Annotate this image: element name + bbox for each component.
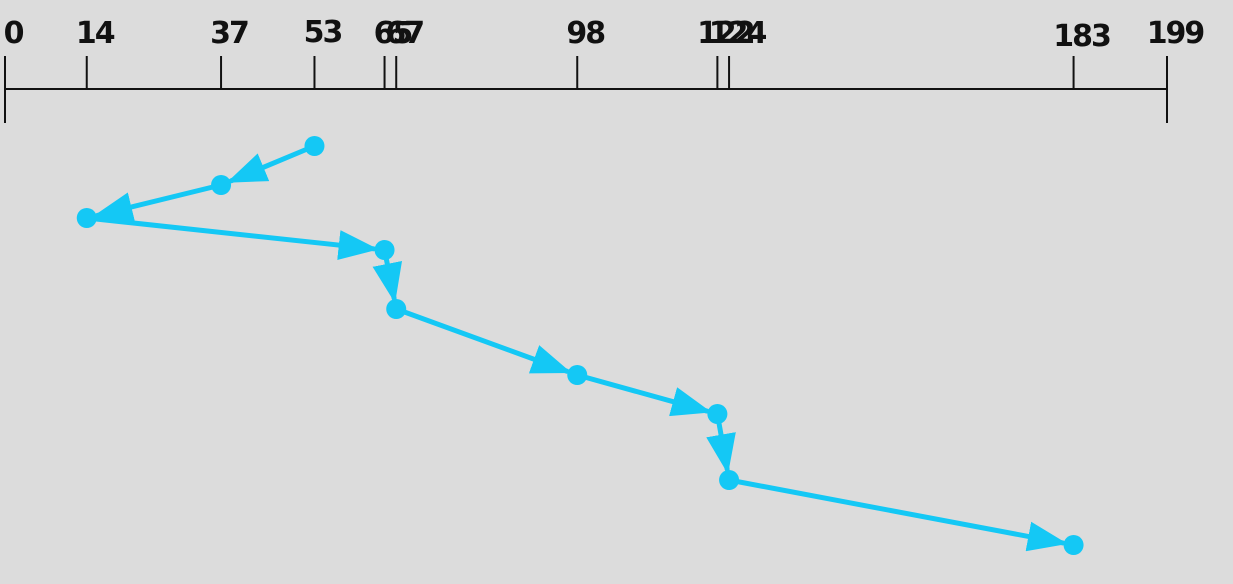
- seek-path: [84, 143, 1068, 552]
- seek-arrow-124-to-183: [726, 477, 1068, 552]
- request-point-98: [567, 365, 588, 385]
- tick-label-14: 14: [76, 16, 115, 51]
- tick-label-122: 122: [697, 16, 754, 51]
- tick-label-37: 37: [210, 16, 248, 51]
- request-point-14: [76, 208, 97, 228]
- request-point-53: [304, 136, 325, 156]
- tick-label-53: 53: [304, 15, 342, 50]
- request-points: [76, 136, 1084, 555]
- request-point-67: [386, 299, 407, 319]
- request-point-122: [707, 404, 728, 424]
- tick-label-199: 199: [1147, 16, 1204, 51]
- tick-label-124: 124: [709, 16, 767, 51]
- request-point-65: [374, 240, 395, 260]
- seek-arrow-37-to-14: [92, 182, 224, 222]
- request-point-183: [1063, 535, 1084, 555]
- tick-label-183: 183: [1053, 19, 1110, 54]
- tick-label-0: 0: [4, 16, 24, 51]
- tick-label-65: 65: [374, 16, 412, 51]
- request-point-124: [719, 470, 740, 490]
- seek-arrow-53-to-37: [226, 143, 317, 184]
- seek-arrow-98-to-122: [574, 372, 712, 417]
- tick-label-98: 98: [566, 16, 605, 51]
- seek-arrow-14-to-65: [84, 215, 379, 260]
- request-point-37: [211, 175, 232, 195]
- tick-label-67: 67: [385, 16, 423, 51]
- seek-arrow-67-to-98: [393, 306, 572, 374]
